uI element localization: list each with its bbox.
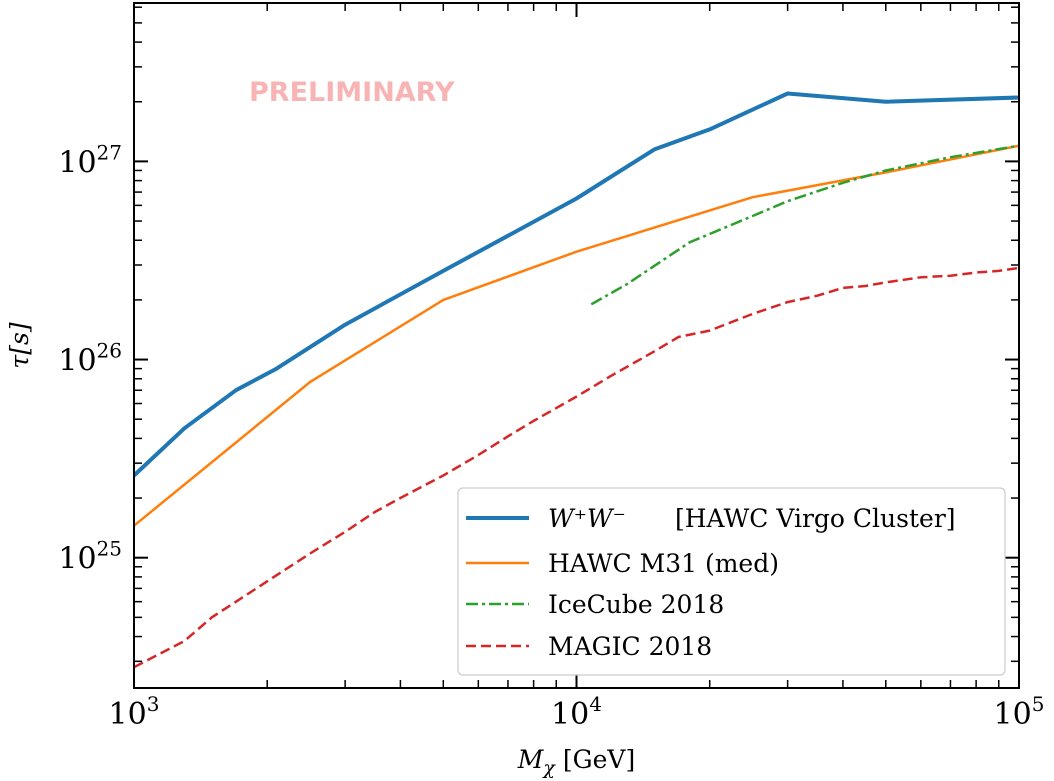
- series-line-3: [590, 144, 1020, 306]
- series-layer: [132, 91, 1020, 669]
- y-tick-label: 1026: [58, 339, 122, 379]
- x-axis-subscript: χ: [541, 757, 556, 779]
- series-line-1: [132, 91, 1020, 477]
- y-axis-label: τ[s]: [5, 322, 34, 368]
- x-tick-label: 104: [551, 692, 602, 732]
- ticks-layer: 103 104 105 1025 1026 1027: [58, 3, 1044, 732]
- series-line-2: [133, 144, 1020, 527]
- x-axis-unit: [GeV]: [555, 745, 635, 774]
- legend-label-3: IceCube 2018: [548, 590, 724, 619]
- y-tick-label: 1025: [58, 537, 122, 577]
- x-tick-label: 105: [994, 692, 1045, 732]
- legend: W⁺W⁻ [HAWC Virgo Cluster] HAWC M31 (med) Ic…: [457, 487, 1006, 676]
- legend-entries: W⁺W⁻ [HAWC Virgo Cluster] HAWC M31 (med) Ic…: [466, 504, 956, 661]
- x-tick-label: 103: [109, 692, 160, 732]
- preliminary-watermark: PRELIMINARY: [249, 77, 455, 108]
- legend-label-2: HAWC M31 (med): [548, 549, 779, 578]
- legend-label-4: MAGIC 2018: [548, 632, 712, 661]
- x-axis-symbol: M: [517, 745, 545, 774]
- series-line-4: [133, 266, 1020, 669]
- y-tick-label: 1027: [58, 140, 122, 180]
- legend-label-1: W⁺W⁻ [HAWC Virgo Cluster]: [548, 504, 956, 533]
- y-axis-unit: [s]: [5, 322, 34, 355]
- x-axis-label: Mχ [GeV]: [517, 745, 635, 779]
- y-axis-symbol: τ: [5, 354, 34, 369]
- legend-box: [457, 487, 1006, 676]
